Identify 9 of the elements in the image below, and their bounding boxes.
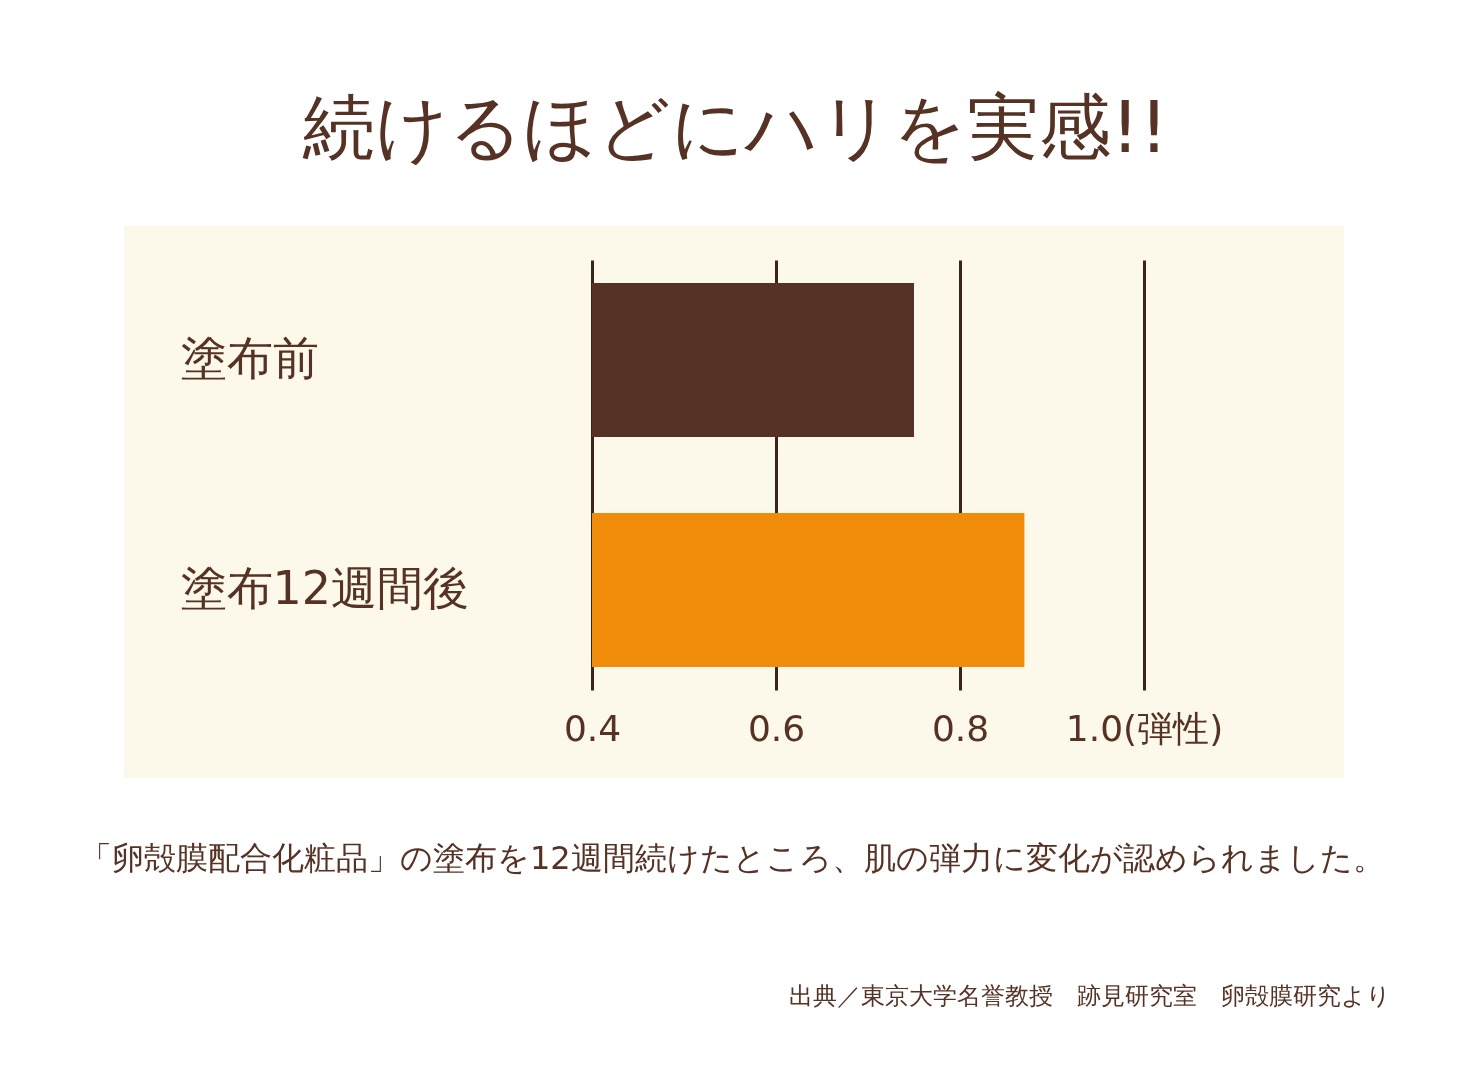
text: 「卵殻膜配合化粧品」の塗布を12週間続けたところ、肌の弾力に変化が認められました。 xyxy=(80,838,1386,879)
chart-title: 続けるほどにハリを実感!! xyxy=(301,84,1170,171)
y-tick-label: 塗布12週間後 xyxy=(180,560,470,615)
y-tick-label: 塗布前 xyxy=(180,331,319,386)
source-note: 出典／東京大学名誉教授 跡見研究室 卵殻膜研究より xyxy=(789,981,1391,1012)
x-tick-label: 0.4 xyxy=(563,707,622,749)
x-tick-label: 1.0(弾性) xyxy=(1065,707,1224,749)
x-tick-label: 0.6 xyxy=(747,707,806,749)
x-tick-label: 0.8 xyxy=(931,707,990,749)
